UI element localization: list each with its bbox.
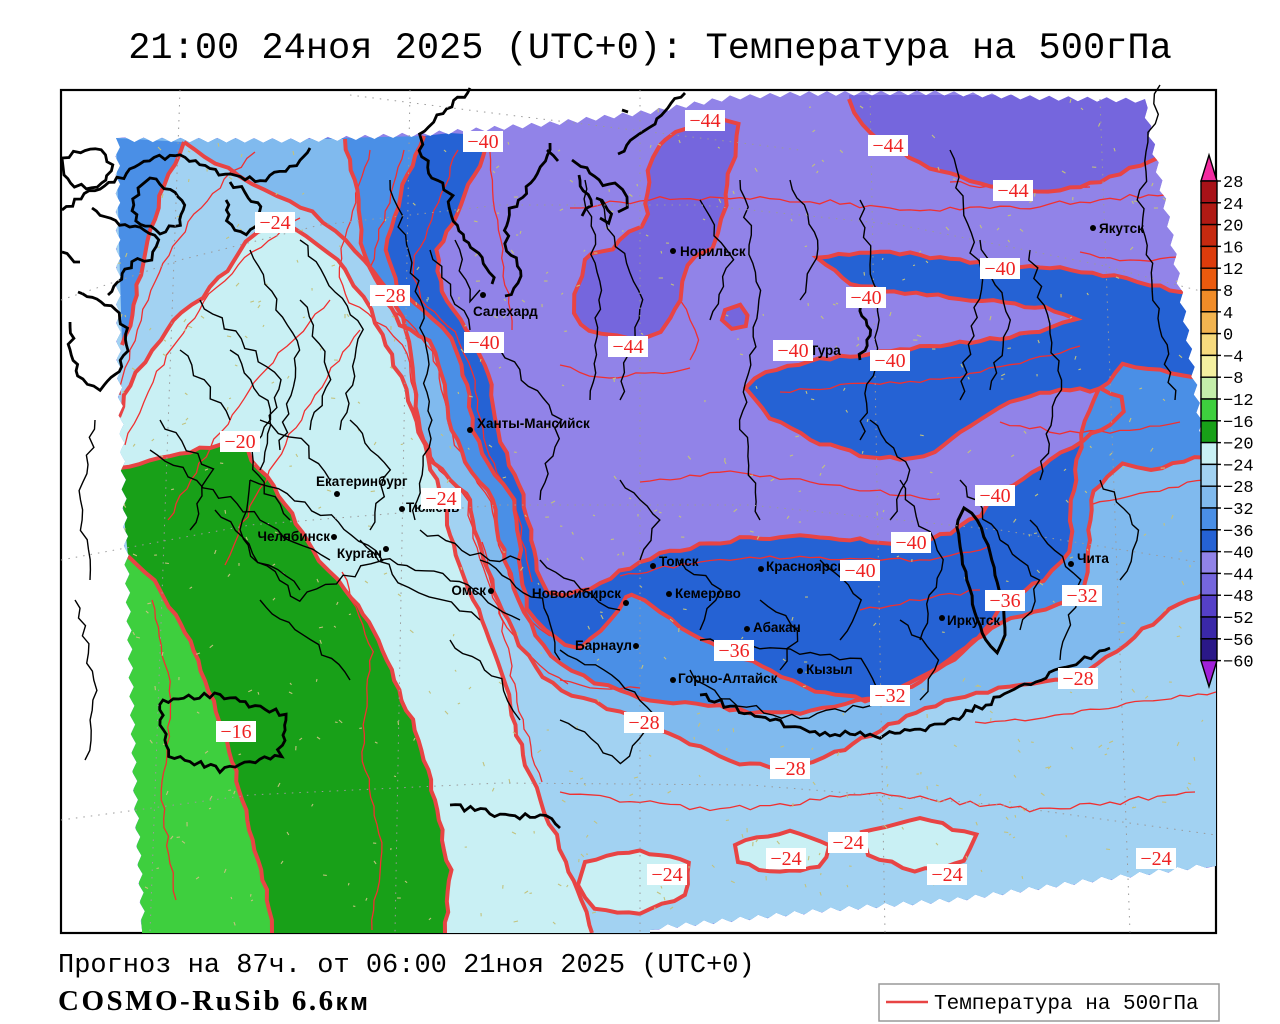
svg-text:Норильск: Норильск (680, 244, 746, 259)
svg-text:Тура: Тура (810, 343, 841, 358)
svg-text:−40: −40 (468, 332, 499, 354)
svg-text:Абакан: Абакан (753, 620, 801, 635)
svg-text:Ханты-Мансийск: Ханты-Мансийск (477, 416, 590, 431)
svg-text:−40: −40 (467, 131, 498, 153)
svg-text:Кызыл: Кызыл (806, 662, 853, 677)
svg-text:−8: −8 (1223, 370, 1243, 389)
svg-text:−36: −36 (989, 590, 1020, 612)
svg-text:−40: −40 (844, 560, 875, 582)
svg-text:−44: −44 (689, 110, 720, 132)
svg-text:−44: −44 (612, 336, 643, 358)
svg-text:−40: −40 (1223, 545, 1254, 564)
svg-text:Барнаул: Барнаул (575, 638, 632, 653)
svg-text:−24: −24 (1140, 848, 1171, 870)
svg-text:−28: −28 (374, 285, 405, 307)
svg-text:Новосибирск: Новосибирск (532, 586, 621, 601)
svg-text:4: 4 (1223, 305, 1233, 324)
svg-text:Чита: Чита (1077, 551, 1109, 566)
svg-text:−24: −24 (651, 864, 682, 886)
svg-text:−40: −40 (979, 485, 1010, 507)
svg-text:−32: −32 (1066, 585, 1097, 607)
svg-text:−40: −40 (850, 287, 881, 309)
svg-text:−12: −12 (1223, 392, 1254, 411)
svg-text:−32: −32 (874, 685, 905, 707)
svg-text:−40: −40 (984, 258, 1015, 280)
svg-text:−28: −28 (1062, 668, 1093, 690)
svg-text:−40: −40 (895, 532, 926, 554)
svg-text:24: 24 (1223, 196, 1243, 215)
svg-text:−24: −24 (770, 848, 801, 870)
svg-text:−52: −52 (1223, 610, 1254, 629)
svg-text:−28: −28 (628, 712, 659, 734)
svg-text:8: 8 (1223, 283, 1233, 302)
svg-text:−24: −24 (832, 832, 863, 854)
svg-text:−60: −60 (1223, 654, 1254, 673)
svg-text:−48: −48 (1223, 588, 1254, 607)
svg-text:12: 12 (1223, 261, 1243, 280)
svg-text:−36: −36 (1223, 523, 1254, 542)
svg-text:0: 0 (1223, 327, 1233, 346)
svg-text:Салехард: Салехард (473, 304, 538, 319)
svg-text:−20: −20 (1223, 436, 1254, 455)
svg-text:21:00 24ноя 2025 (UTC+0): Темп: 21:00 24ноя 2025 (UTC+0): Температура на… (128, 28, 1172, 70)
svg-text:−4: −4 (1223, 348, 1243, 367)
svg-text:−24: −24 (425, 488, 456, 510)
svg-text:−56: −56 (1223, 632, 1254, 651)
svg-text:Омск: Омск (451, 583, 486, 598)
svg-text:20: 20 (1223, 218, 1243, 237)
svg-text:−44: −44 (872, 135, 903, 157)
svg-text:−36: −36 (718, 640, 749, 662)
svg-text:Кемерово: Кемерово (675, 586, 741, 601)
svg-text:Температура на 500гПа: Температура на 500гПа (934, 993, 1199, 1016)
svg-text:−24: −24 (1223, 457, 1254, 476)
svg-text:−24: −24 (931, 864, 962, 886)
svg-text:−28: −28 (1223, 479, 1254, 498)
svg-text:−16: −16 (220, 721, 251, 743)
svg-text:−16: −16 (1223, 414, 1254, 433)
svg-text:Челябинск: Челябинск (257, 529, 330, 544)
svg-text:Якутск: Якутск (1099, 221, 1144, 236)
svg-text:−40: −40 (874, 350, 905, 372)
svg-text:Екатеринбург: Екатеринбург (316, 474, 408, 489)
svg-text:−20: −20 (224, 431, 255, 453)
svg-text:Томск: Томск (659, 554, 699, 569)
svg-text:Горно-Алтайск: Горно-Алтайск (678, 671, 778, 686)
svg-text:COSMO-RuSib 6.6км: COSMO-RuSib 6.6км (58, 985, 370, 1017)
svg-text:−40: −40 (777, 340, 808, 362)
svg-text:−44: −44 (997, 180, 1028, 202)
svg-text:Красноярск: Красноярск (766, 559, 844, 574)
svg-text:Иркутск: Иркутск (947, 613, 1000, 628)
svg-text:Прогноз на 87ч. от 06:00 21ноя: Прогноз на 87ч. от 06:00 21ноя 2025 (UTC… (58, 951, 755, 981)
svg-text:Курган: Курган (337, 546, 382, 561)
svg-text:16: 16 (1223, 239, 1243, 258)
svg-text:−28: −28 (774, 758, 805, 780)
svg-text:−24: −24 (259, 212, 290, 234)
svg-text:−44: −44 (1223, 566, 1254, 585)
svg-text:−32: −32 (1223, 501, 1254, 520)
svg-text:28: 28 (1223, 174, 1243, 193)
